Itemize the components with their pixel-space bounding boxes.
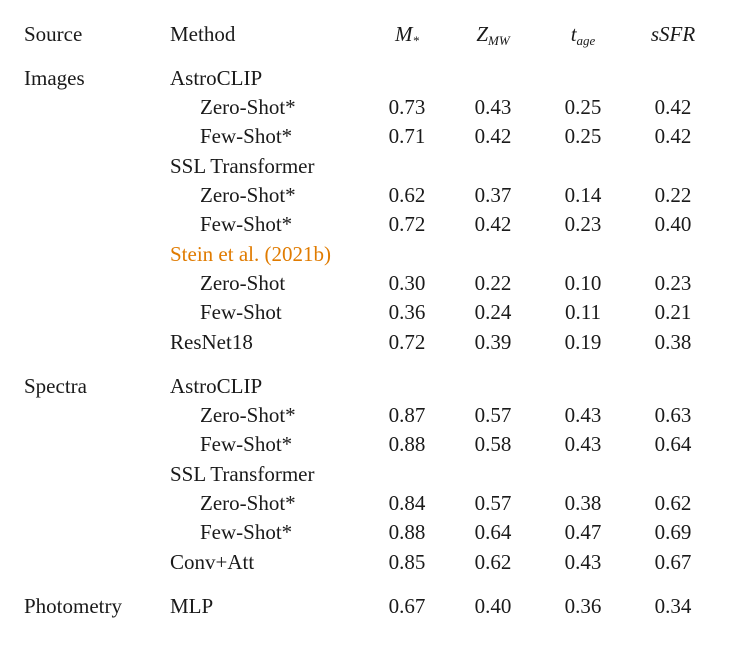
header-age: tage [538,22,628,53]
value-cell: 0.62 [474,550,512,574]
value-cell: 0.42 [474,124,512,148]
value-cell: 0.42 [474,212,512,236]
citation-link[interactable]: Stein et al. (2021b) [170,242,331,266]
value-cell: 0.25 [564,124,602,148]
value-cell: 0.42 [654,124,692,148]
value-cell: 0.64 [474,520,512,544]
value-cell: 0.43 [474,95,512,119]
row-method: Zero-Shot [200,271,286,295]
value-cell: 0.43 [564,403,602,427]
row-method: AstroCLIP [170,66,263,90]
value-cell: 0.84 [388,491,426,515]
value-cell: 0.19 [564,330,602,354]
value-cell: 0.85 [388,550,426,574]
row-method: Few-Shot [200,300,282,324]
value-cell: 0.22 [474,271,512,295]
header-stellar-mass: M* [362,22,452,53]
value-cell: 0.36 [564,594,602,618]
row-method: SSL Transformer [170,154,315,178]
value-cell: 0.25 [564,95,602,119]
value-cell: 0.23 [654,271,692,295]
row-method: Conv+Att [170,550,255,574]
value-cell: 0.43 [564,550,602,574]
value-cell: 0.69 [654,520,692,544]
row-source: Photometry [24,594,122,618]
value-cell: 0.62 [388,183,426,207]
value-cell: 0.63 [654,403,692,427]
value-cell: 0.39 [474,330,512,354]
value-cell: 0.57 [474,491,512,515]
row-method: Zero-Shot* [200,95,296,119]
value-cell: 0.22 [654,183,692,207]
value-cell: 0.72 [388,330,426,354]
value-cell: 0.42 [654,95,692,119]
row-method: Few-Shot* [200,520,293,544]
value-cell: 0.37 [474,183,512,207]
value-cell: 0.58 [474,432,512,456]
value-cell: 0.62 [654,491,692,515]
value-cell: 0.38 [654,330,692,354]
row-method: SSL Transformer [170,462,315,486]
value-cell: 0.47 [564,520,602,544]
value-cell: 0.23 [564,212,602,236]
value-cell: 0.88 [388,520,426,544]
value-cell: 0.72 [388,212,426,236]
header-source: Source [24,22,83,46]
header-ssfr: sSFR [650,22,696,46]
value-cell: 0.21 [654,300,692,324]
value-cell: 0.40 [654,212,692,236]
row-source: Images [24,66,85,90]
value-cell: 0.34 [654,594,692,618]
value-cell: 0.36 [388,300,426,324]
header-metallicity-symbol: Z [476,22,488,46]
value-cell: 0.11 [565,300,601,324]
row-method: Zero-Shot* [200,183,296,207]
header-age-symbol: t [570,22,577,46]
header-age-sub: age [576,33,596,48]
value-cell: 0.67 [654,550,692,574]
value-cell: 0.71 [388,124,426,148]
header-stellar-mass-sub: * [412,33,420,48]
header-metallicity-sub: MW [488,33,510,48]
value-cell: 0.57 [474,403,512,427]
row-method: Few-Shot* [200,124,293,148]
value-cell: 0.38 [564,491,602,515]
value-cell: 0.67 [388,594,426,618]
row-method: Zero-Shot* [200,491,296,515]
row-method: Zero-Shot* [200,403,296,427]
value-cell: 0.73 [388,95,426,119]
value-cell: 0.24 [474,300,512,324]
row-method: AstroCLIP [170,374,263,398]
header-method: Method [170,22,236,46]
value-cell: 0.40 [474,594,512,618]
row-method: Few-Shot* [200,212,293,236]
value-cell: 0.43 [564,432,602,456]
row-method: Few-Shot* [200,432,293,456]
row-method: ResNet18 [170,330,253,354]
value-cell: 0.10 [564,271,602,295]
value-cell: 0.30 [388,271,426,295]
row-method: MLP [170,594,214,618]
value-cell: 0.64 [654,432,692,456]
header-metallicity: ZMW [448,22,538,53]
value-cell: 0.88 [388,432,426,456]
header-stellar-mass-symbol: M [395,22,413,46]
value-cell: 0.87 [388,403,426,427]
row-source: Spectra [24,374,87,398]
value-cell: 0.14 [564,183,602,207]
